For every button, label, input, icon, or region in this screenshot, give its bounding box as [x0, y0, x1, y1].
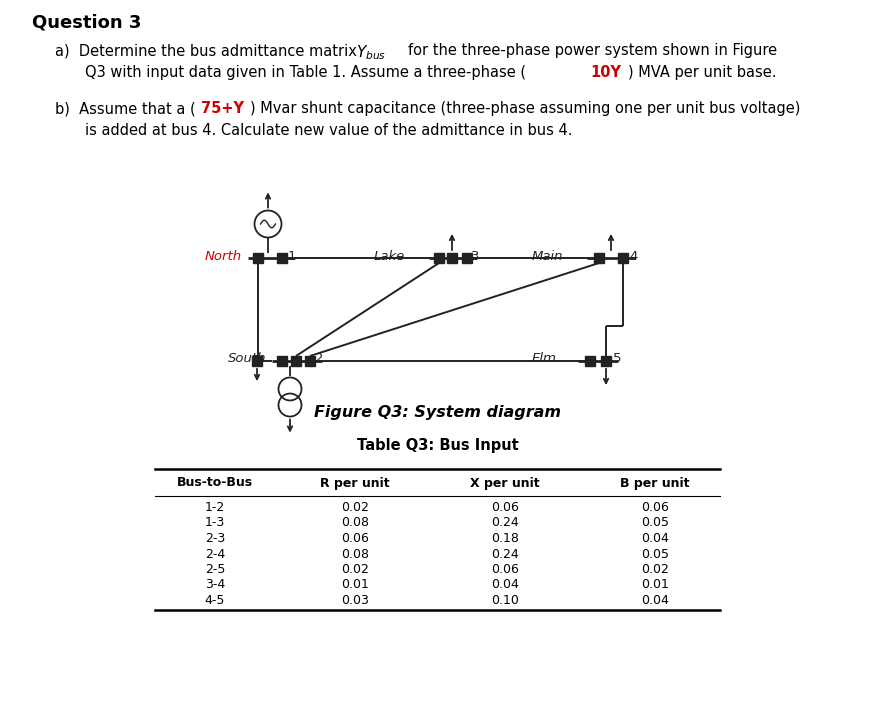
- Text: X per unit: X per unit: [470, 476, 540, 490]
- Text: b)  Assume that a (: b) Assume that a (: [55, 101, 196, 116]
- Polygon shape: [277, 356, 287, 366]
- Text: 10Y: 10Y: [590, 65, 621, 80]
- Text: 0.06: 0.06: [491, 563, 519, 576]
- Polygon shape: [618, 253, 628, 263]
- Text: ) MVA per unit base.: ) MVA per unit base.: [628, 65, 776, 80]
- Text: Table Q3: Bus Input: Table Q3: Bus Input: [357, 438, 518, 453]
- Text: Q3 with input data given in Table 1. Assume a three-phase (: Q3 with input data given in Table 1. Ass…: [85, 65, 526, 80]
- Polygon shape: [253, 253, 263, 263]
- Text: 0.10: 0.10: [491, 594, 519, 607]
- Text: ) Mvar shunt capacitance (three-phase assuming one per unit bus voltage): ) Mvar shunt capacitance (three-phase as…: [250, 101, 801, 116]
- Text: 2: 2: [315, 352, 324, 366]
- Text: Main: Main: [531, 250, 563, 262]
- Text: 2-5: 2-5: [205, 563, 225, 576]
- Polygon shape: [601, 356, 611, 366]
- Text: 0.02: 0.02: [641, 563, 669, 576]
- Text: Bus-to-Bus: Bus-to-Bus: [177, 476, 253, 490]
- Text: 5: 5: [613, 352, 621, 366]
- Text: 0.01: 0.01: [341, 578, 369, 592]
- Text: 0.24: 0.24: [491, 548, 519, 560]
- Text: Question 3: Question 3: [32, 13, 142, 31]
- Text: 0.18: 0.18: [491, 532, 519, 545]
- Polygon shape: [252, 356, 262, 366]
- Text: 3: 3: [471, 250, 480, 262]
- Text: 1-3: 1-3: [205, 516, 225, 530]
- Text: for the three-phase power system shown in Figure: for the three-phase power system shown i…: [408, 43, 777, 58]
- Polygon shape: [277, 253, 287, 263]
- Polygon shape: [447, 253, 457, 263]
- Text: $Y_{\mathit{bus}}$: $Y_{\mathit{bus}}$: [355, 43, 386, 62]
- Text: B per unit: B per unit: [620, 476, 690, 490]
- Text: 1: 1: [288, 250, 297, 262]
- Text: 0.04: 0.04: [641, 532, 669, 545]
- Text: 0.05: 0.05: [641, 516, 669, 530]
- Text: 0.08: 0.08: [341, 516, 369, 530]
- Text: 2-4: 2-4: [205, 548, 225, 560]
- Text: North: North: [205, 250, 242, 262]
- Text: a)  Determine the bus admittance matrix: a) Determine the bus admittance matrix: [55, 43, 361, 58]
- Text: Elm: Elm: [532, 352, 557, 366]
- Text: 0.05: 0.05: [641, 548, 669, 560]
- Text: 0.08: 0.08: [341, 548, 369, 560]
- Text: 0.06: 0.06: [641, 501, 669, 514]
- Text: South: South: [228, 352, 266, 366]
- Text: 1-2: 1-2: [205, 501, 225, 514]
- Text: R per unit: R per unit: [320, 476, 390, 490]
- Text: 0.24: 0.24: [491, 516, 519, 530]
- Text: 0.02: 0.02: [341, 563, 369, 576]
- Text: 0.02: 0.02: [341, 501, 369, 514]
- Polygon shape: [594, 253, 604, 263]
- Polygon shape: [291, 356, 301, 366]
- Text: Figure Q3: System diagram: Figure Q3: System diagram: [313, 406, 561, 421]
- Text: 0.06: 0.06: [341, 532, 369, 545]
- Text: 0.06: 0.06: [491, 501, 519, 514]
- Polygon shape: [305, 356, 315, 366]
- Text: is added at bus 4. Calculate new value of the admittance in bus 4.: is added at bus 4. Calculate new value o…: [85, 123, 572, 138]
- Text: 0.01: 0.01: [641, 578, 669, 592]
- Text: Lake: Lake: [374, 250, 405, 262]
- Polygon shape: [585, 356, 595, 366]
- Polygon shape: [434, 253, 444, 263]
- Text: 2-3: 2-3: [205, 532, 225, 545]
- Text: 75+Y: 75+Y: [201, 101, 244, 116]
- Text: 0.04: 0.04: [491, 578, 519, 592]
- Polygon shape: [462, 253, 472, 263]
- Text: 0.04: 0.04: [641, 594, 669, 607]
- Text: 0.03: 0.03: [341, 594, 369, 607]
- Text: 4: 4: [629, 250, 637, 262]
- Text: 4-5: 4-5: [205, 594, 225, 607]
- Text: 3-4: 3-4: [205, 578, 225, 592]
